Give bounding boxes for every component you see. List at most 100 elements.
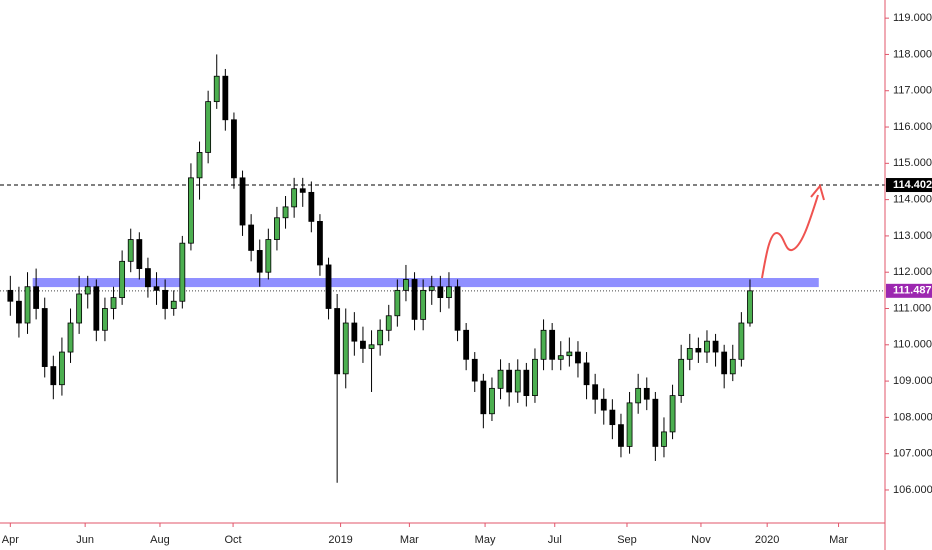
- y-tick-label: 110.000: [893, 339, 932, 351]
- candle-body: [669, 395, 676, 433]
- candle-body: [652, 398, 659, 447]
- candle-body: [213, 75, 220, 103]
- candle-body: [265, 239, 272, 273]
- candle-body: [136, 239, 143, 269]
- candle-body: [403, 279, 409, 291]
- candle-body: [170, 300, 177, 309]
- candle-body: [67, 322, 74, 353]
- y-tick-label: 107.000: [893, 448, 932, 460]
- candle-body: [239, 177, 246, 226]
- zone-layer: [0, 184, 885, 292]
- y-tick-label: 111.000: [893, 302, 931, 314]
- candle-body: [145, 268, 151, 288]
- candle-body: [299, 188, 306, 193]
- candle-body: [575, 351, 581, 364]
- candle-body: [256, 250, 263, 273]
- candle-body: [179, 242, 186, 302]
- support-zone: [32, 278, 819, 288]
- x-tick-label: Mar: [829, 534, 848, 546]
- candle-body: [695, 348, 702, 353]
- candle-body: [308, 191, 315, 222]
- candle-body: [609, 409, 616, 426]
- candle-body: [592, 384, 599, 400]
- candle-body: [704, 340, 710, 353]
- candle-body: [514, 369, 521, 393]
- candle-body: [334, 308, 341, 375]
- x-tick-label: Oct: [225, 534, 242, 546]
- candle-body: [24, 286, 31, 324]
- y-tick-label: 113.000: [893, 230, 932, 242]
- candle-body: [41, 308, 48, 367]
- candle-body: [661, 431, 667, 447]
- x-tick-label: Jul: [548, 534, 562, 546]
- candle-body: [127, 239, 134, 262]
- candle-body: [274, 217, 280, 240]
- candle-body: [231, 119, 237, 179]
- x-tick-label: 2019: [328, 534, 352, 546]
- candle-layer: [7, 54, 753, 483]
- candle-body: [76, 293, 83, 324]
- candle-body: [626, 402, 633, 447]
- candle-body: [317, 220, 323, 266]
- candle-body: [377, 329, 384, 346]
- candle-body: [196, 152, 203, 179]
- y-tick-label: 115.000: [893, 157, 932, 169]
- candle-body: [162, 289, 169, 309]
- candle-body: [454, 286, 461, 331]
- last-price-label-box: [886, 283, 932, 298]
- y-tick-label: 114.000: [893, 194, 932, 206]
- y-tick-label: 117.000: [893, 85, 932, 97]
- candle-body: [721, 351, 728, 375]
- candle-body: [153, 286, 160, 291]
- candle-body: [420, 289, 427, 320]
- candle-body: [93, 286, 100, 331]
- candle-body: [549, 329, 556, 360]
- x-tick-label: Aug: [150, 534, 170, 546]
- candle-body: [729, 358, 736, 375]
- candle-body: [523, 369, 530, 397]
- x-tick-label: Sep: [617, 534, 637, 546]
- y-tick-label: 112.000: [893, 266, 932, 278]
- candle-body: [428, 286, 435, 291]
- candle-body: [368, 344, 375, 349]
- candle-body: [7, 289, 14, 302]
- level-label: 114.402: [893, 179, 932, 191]
- candle-body: [394, 289, 401, 317]
- candle-body: [686, 348, 693, 360]
- candle-body: [497, 369, 504, 389]
- candle-body: [205, 101, 212, 153]
- candle-body: [342, 322, 349, 375]
- candle-body: [291, 188, 298, 208]
- candle-body: [583, 362, 590, 386]
- y-tick-label: 119.000: [893, 12, 932, 24]
- y-tick-label: 108.000: [893, 411, 932, 423]
- candle-body: [59, 351, 65, 386]
- candle-body: [600, 398, 607, 411]
- candle-body: [566, 351, 573, 357]
- candle-body: [110, 297, 117, 309]
- candle-body: [248, 224, 255, 251]
- projection-arrowhead: [810, 183, 825, 201]
- y-tick-label: 106.000: [893, 484, 932, 496]
- x-tick-label: Jun: [76, 534, 94, 546]
- candle-body: [102, 308, 108, 331]
- candle-body: [437, 286, 444, 299]
- candle-body: [119, 260, 126, 299]
- candle-body: [480, 380, 487, 415]
- candle-body: [84, 286, 91, 295]
- candle-body: [222, 75, 229, 121]
- y-tick-label: 116.000: [893, 121, 932, 133]
- candle-body: [678, 358, 685, 397]
- candle-body: [33, 286, 40, 309]
- x-tick-label: 2020: [755, 534, 779, 546]
- candle-body: [712, 340, 719, 353]
- candle-body: [738, 322, 745, 360]
- candle-body: [471, 358, 478, 382]
- last-price-label: 111.487: [893, 285, 932, 297]
- candle-body: [188, 177, 194, 244]
- candle-body: [351, 322, 358, 342]
- candle-body: [325, 264, 332, 309]
- y-tick-label: 109.000: [893, 375, 932, 387]
